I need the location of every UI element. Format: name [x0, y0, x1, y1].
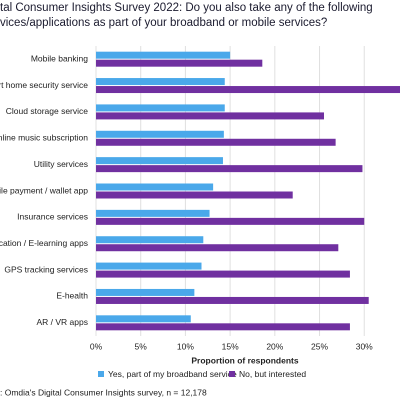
bar: [96, 244, 339, 252]
bar: [96, 78, 225, 86]
bar: [96, 165, 363, 173]
y-tick-label: bile payment / wallet app: [0, 185, 88, 195]
legend-swatch: [98, 371, 104, 377]
chart-title: vices/applications as part of your broad…: [0, 17, 327, 29]
bar: [96, 323, 350, 331]
x-tick-label: 10%: [177, 341, 194, 351]
y-tick-label: Utility services: [34, 159, 88, 169]
bar: [96, 236, 204, 244]
bar: [96, 217, 365, 225]
source: : Omdia's Digital Consumer Insights surv…: [0, 387, 207, 397]
bar: [96, 86, 400, 94]
bar: [96, 157, 223, 165]
bar: [96, 270, 350, 278]
bar: [96, 288, 195, 296]
bar: [96, 262, 202, 270]
y-tick-label: Mobile banking: [31, 53, 88, 63]
x-tick-label: 5%: [135, 341, 148, 351]
bar: [96, 130, 224, 138]
bar: [96, 59, 263, 67]
x-tick-label: 15%: [222, 341, 239, 351]
legend-label: No, but interested: [239, 369, 306, 379]
y-tick-label: E-health: [56, 291, 88, 301]
y-tick-label: Insurance services: [17, 212, 88, 222]
bar: [96, 191, 293, 199]
y-tick-label: rt home security service: [0, 80, 88, 90]
bar: [96, 209, 210, 217]
y-tick-label: AR / VR apps: [37, 317, 89, 327]
y-tick-label: ucation / E-learning apps: [0, 238, 88, 248]
bar: [96, 138, 336, 146]
bar: [96, 104, 225, 112]
bar: [96, 315, 191, 323]
x-tick-label: 0%: [90, 341, 103, 351]
y-tick-label: Cloud storage service: [6, 106, 88, 116]
bar: [96, 51, 231, 59]
x-axis-label: Proportion of respondents: [191, 355, 298, 365]
legend-swatch: [229, 371, 235, 377]
bar: [96, 296, 369, 304]
chart-title: tal Consumer Insights Survey 2022: Do yo…: [0, 2, 373, 14]
y-tick-label: Online music subscription: [0, 133, 88, 143]
x-tick-label: 30%: [356, 341, 373, 351]
x-tick-label: 25%: [311, 341, 328, 351]
x-tick-label: 20%: [266, 341, 283, 351]
y-tick-label: GPS tracking services: [4, 264, 88, 274]
bar: [96, 183, 214, 191]
legend-label: Yes, part of my broadband service: [108, 369, 237, 379]
bar: [96, 112, 324, 120]
